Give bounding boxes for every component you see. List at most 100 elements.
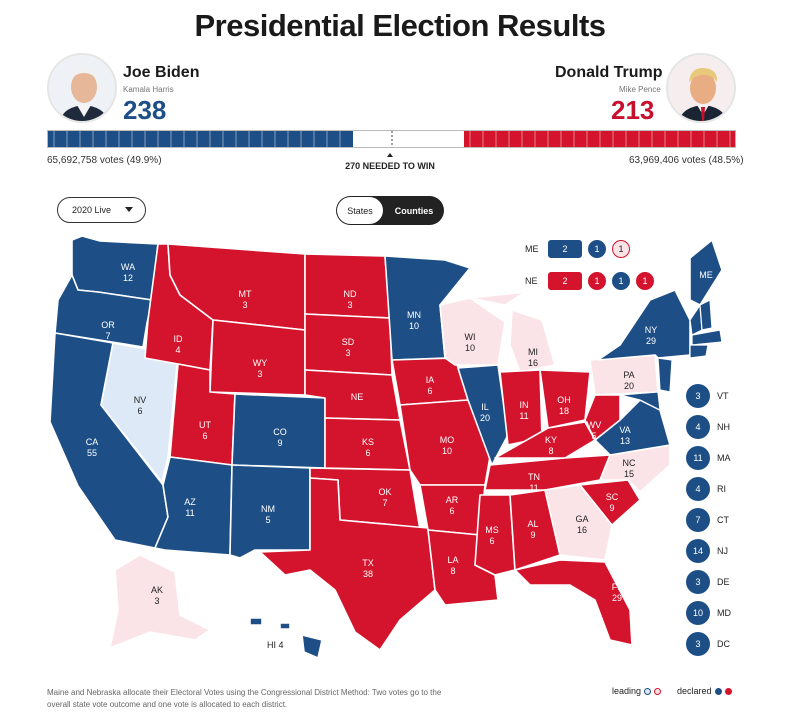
state-ev-tn: 11 — [529, 483, 538, 493]
state-ev-az: 11 — [185, 508, 194, 518]
state-sc[interactable] — [579, 479, 641, 526]
state-ev-mn: 10 — [409, 321, 419, 331]
state-ev-ks: 6 — [365, 448, 370, 458]
split-chip-me[interactable]: 2 — [548, 240, 582, 258]
state-label-or: OR — [101, 320, 115, 330]
toggle-states[interactable]: States — [337, 197, 383, 224]
state-label-oh: OH — [557, 395, 571, 405]
state-ev-wa: 12 — [123, 273, 133, 283]
needed-to-win-label: 270 NEEDED TO WIN — [0, 153, 780, 171]
small-state-label-ct: CT — [717, 515, 729, 525]
small-state-ev-vt[interactable]: 3 — [686, 384, 710, 408]
year-select[interactable]: 2020 Live — [57, 197, 146, 223]
state-label-ny: NY — [645, 325, 658, 335]
state-ev-or: 7 — [105, 331, 110, 341]
state-ev-va: 13 — [620, 436, 630, 446]
state-ak[interactable] — [109, 554, 211, 649]
state-ev-wv: 5 — [591, 431, 596, 441]
split-chip-me[interactable]: 1 — [612, 240, 630, 258]
footnote: Maine and Nebraska allocate their Electo… — [47, 688, 442, 709]
trump-popular-vote: 63,969,406 votes (48.5%) — [629, 155, 744, 166]
state-me[interactable] — [689, 239, 723, 306]
declared-rep-dot-icon — [724, 687, 732, 695]
small-state-label-md: MD — [717, 608, 731, 618]
state-label-la: LA — [447, 555, 458, 565]
split-label-ne: NE — [525, 276, 538, 286]
small-state-ev-md[interactable]: 10 — [686, 601, 710, 625]
state-label-me: ME — [699, 270, 713, 280]
state-md[interactable] — [619, 391, 661, 412]
small-state-ev-nj[interactable]: 14 — [686, 539, 710, 563]
state-ev-sc: 9 — [609, 503, 614, 513]
page-title: Presidential Election Results — [194, 8, 606, 43]
state-ma[interactable] — [691, 329, 723, 346]
state-tx[interactable] — [259, 477, 436, 651]
state-label-nm: NM — [261, 504, 275, 514]
legend-declared-label: declared — [677, 686, 712, 696]
state-label-id: ID — [174, 334, 184, 344]
state-label-nd: ND — [344, 289, 357, 299]
state-label-sc: SC — [606, 492, 619, 502]
split-chip-ne[interactable]: 1 — [612, 272, 630, 290]
state-ev-ia: 6 — [427, 386, 432, 396]
split-chip-ne[interactable]: 1 — [636, 272, 654, 290]
state-ct[interactable] — [689, 344, 709, 359]
small-state-ev-ma[interactable]: 11 — [686, 446, 710, 470]
state-nh[interactable] — [699, 299, 713, 331]
small-state-label-ri: RI — [717, 484, 726, 494]
state-label-pa: PA — [623, 370, 634, 380]
legend-leading-label: leading — [612, 686, 642, 696]
state-ev-ok: 7 — [382, 498, 387, 508]
small-state-ev-nh[interactable]: 4 — [686, 415, 710, 439]
state-label-sd: SD — [342, 337, 355, 347]
state-label-az: AZ — [184, 497, 196, 507]
state-label-mo: MO — [440, 435, 455, 445]
state-ms[interactable] — [474, 494, 516, 576]
state-label-ar: AR — [446, 495, 459, 505]
state-label-co: CO — [273, 427, 287, 437]
split-chip-ne[interactable]: 1 — [588, 272, 606, 290]
small-state-ev-ri[interactable]: 4 — [686, 477, 710, 501]
state-mi[interactable] — [469, 291, 556, 373]
biden-popular-vote: 65,692,758 votes (49.9%) — [47, 155, 162, 166]
needed-to-win-text: 270 NEEDED TO WIN — [345, 161, 435, 171]
state-label-ia: IA — [426, 375, 435, 385]
small-state-ev-dc[interactable]: 3 — [686, 632, 710, 656]
state-ev-ca: 55 — [87, 448, 97, 458]
state-ev-co: 9 — [277, 438, 282, 448]
state-il[interactable] — [457, 364, 509, 466]
state-ev-pa: 20 — [624, 381, 634, 391]
state-label-ca: CA — [86, 437, 99, 447]
state-label-wv: WV — [587, 420, 602, 430]
map-view-toggle[interactable]: States Counties — [336, 196, 444, 225]
state-label-hi: HI 4 — [267, 640, 284, 650]
state-ev-nm: 5 — [265, 515, 270, 525]
state-ev-nd: 3 — [347, 300, 352, 310]
biden-bar-fill — [48, 131, 353, 147]
state-fl[interactable] — [514, 559, 633, 646]
state-wv[interactable] — [584, 394, 621, 441]
state-ev-in: 11 — [519, 411, 528, 421]
state-ev-ky: 8 — [548, 446, 553, 456]
state-label-nc: NC — [623, 458, 636, 468]
leading-rep-dot-icon — [654, 687, 662, 695]
state-label-ms: MS — [485, 525, 499, 535]
state-ev-ar: 6 — [449, 506, 454, 516]
toggle-counties[interactable]: Counties — [394, 205, 434, 216]
small-state-ev-de[interactable]: 3 — [686, 570, 710, 594]
state-ev-tx: 38 — [363, 569, 373, 579]
state-ev-wi: 10 — [465, 343, 475, 353]
split-chip-ne[interactable]: 2 — [548, 272, 582, 290]
state-nj[interactable] — [657, 357, 673, 393]
state-ev-mt: 3 — [242, 300, 247, 310]
state-ga[interactable] — [544, 484, 613, 561]
state-ev-wy: 3 — [257, 369, 262, 379]
state-label-wy: WY — [253, 358, 268, 368]
year-select-value: 2020 Live — [72, 205, 112, 215]
leading-dem-dot-icon — [644, 687, 652, 695]
state-ev-mi: 16 — [528, 358, 538, 368]
state-hi[interactable] — [249, 617, 323, 659]
small-state-ev-ct[interactable]: 7 — [686, 508, 710, 532]
split-chip-me[interactable]: 1 — [588, 240, 606, 258]
